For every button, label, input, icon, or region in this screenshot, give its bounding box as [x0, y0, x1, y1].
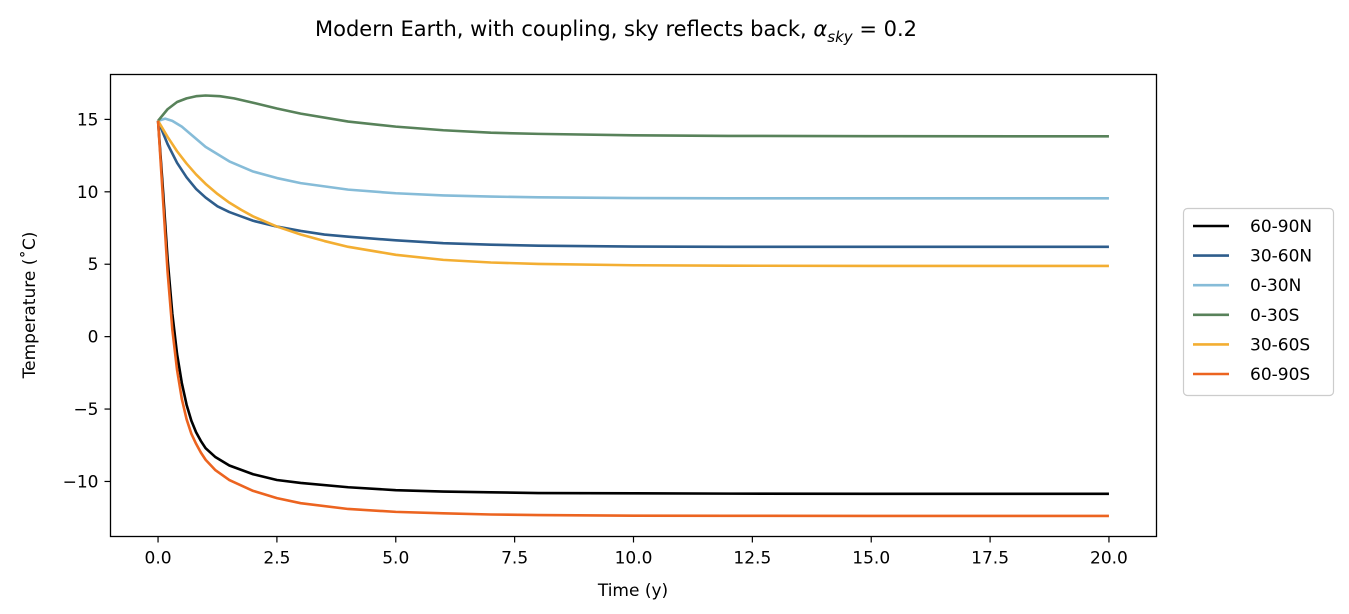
legend: 60-90N 30-60N 0-30N 0-30S 30-60S 60-90S	[1182, 207, 1335, 397]
y-axis-label: Temperature (˚C)	[19, 232, 40, 380]
legend-label-0-30n: 0-30N	[1250, 276, 1301, 296]
y-tick-label: −5	[73, 400, 98, 420]
legend-label-30-60s: 30-60S	[1250, 335, 1310, 355]
legend-label-60-90s: 60-90S	[1250, 365, 1310, 385]
x-tick-label: 7.5	[501, 549, 528, 569]
chart-title-main: Modern Earth, with coupling, sky reflect…	[315, 17, 813, 41]
x-tick-label: 0.0	[145, 549, 172, 569]
y-tick-label: 5	[88, 255, 99, 275]
y-axis-ticks: −10 −5 0 5 10 15	[63, 110, 111, 492]
x-axis-ticks: 0.0 2.5 5.0 7.5 10.0 12.5 15.0 17.5 20.0	[145, 536, 1128, 569]
chart-title-alpha: α	[813, 17, 827, 41]
x-tick-label: 2.5	[263, 549, 290, 569]
legend-label-30-60n: 30-60N	[1250, 247, 1312, 267]
series-line-0-30s	[157, 94, 1109, 138]
x-tick-label: 10.0	[615, 549, 653, 569]
series-line-30-60n	[156, 120, 1109, 249]
series-line-0-30n	[157, 117, 1109, 200]
plot-lines	[156, 94, 1109, 518]
legend-label-0-30s: 0-30S	[1250, 306, 1299, 326]
series-line-60-90n	[156, 120, 1109, 496]
chart-title: Modern Earth, with coupling, sky reflect…	[315, 17, 917, 46]
legend-items: 60-90N 30-60N 0-30N 0-30S 30-60S 60-90S	[1193, 217, 1312, 385]
x-tick-label: 5.0	[382, 549, 409, 569]
x-tick-label: 12.5	[733, 549, 771, 569]
chart-title-value: = 0.2	[853, 17, 917, 41]
y-tick-label: 10	[77, 183, 99, 203]
chart-title-subscript: sky	[827, 28, 854, 46]
series-line-30-60s	[156, 120, 1109, 268]
y-tick-label: 0	[88, 328, 99, 348]
x-tick-label: 17.5	[971, 549, 1009, 569]
series-line-60-90s	[156, 120, 1109, 518]
y-tick-label: 15	[77, 110, 99, 130]
x-tick-label: 15.0	[852, 549, 890, 569]
x-axis-label: Time (y)	[597, 581, 668, 601]
legend-label-60-90n: 60-90N	[1250, 217, 1312, 237]
y-tick-label: −10	[63, 472, 99, 492]
x-tick-label: 20.0	[1090, 549, 1128, 569]
